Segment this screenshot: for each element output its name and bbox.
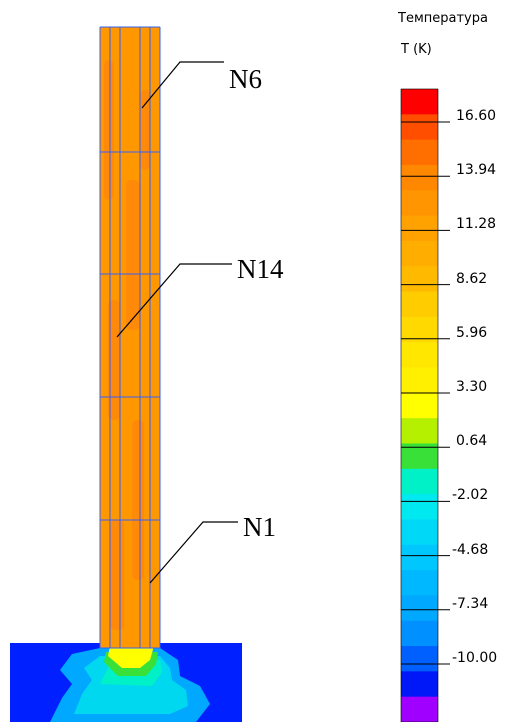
node-label-n1: N1 [243,512,276,542]
legend-unit: T (K) [401,42,432,57]
column-hotspot [110,520,124,630]
legend-tick-label: 13.94 [456,162,497,179]
legend-color-band [401,595,438,622]
legend-color-band [401,114,438,141]
column-hotspot [132,420,144,580]
legend-color-band [401,646,438,672]
legend-color-band [401,139,438,166]
column-hotspot [104,60,114,200]
legend-color-band [401,291,438,318]
legend-color-band [401,443,438,470]
legend-tick-label: -7.34 [452,595,489,612]
node-leader-line [141,61,224,109]
legend-color-band [401,266,438,293]
legend-color-band [401,494,438,521]
legend-color-band [401,620,438,647]
legend-tick-label: 0.64 [456,433,488,450]
legend-tick-label: 16.60 [456,108,497,124]
legend-color-band [401,519,438,546]
legend-color-band [401,240,438,267]
legend-color-band [401,190,438,217]
legend-color-band [401,367,438,394]
legend-color-band [401,696,438,723]
legend-color-band [401,544,438,571]
legend-tick-label: -2.02 [452,487,489,504]
node-label-n14: N14 [237,254,284,284]
legend-color-band [401,215,438,242]
legend-color-band [401,89,438,115]
column-hotspot [108,300,120,420]
legend-color-band [401,164,438,191]
legend-title: Температура [398,11,488,26]
legend-tick-label: 5.96 [456,324,488,341]
legend-tick-label: 3.30 [456,379,488,395]
legend-color-band [401,570,438,596]
legend-tick-label: 8.62 [456,270,488,287]
legend-color-band [401,392,438,419]
node-leader-line [116,263,232,338]
legend-color-band [401,468,438,495]
node-label-n6: N6 [229,64,262,94]
legend-color-band [401,342,438,369]
legend-color-band [401,671,438,698]
foundation-zone-hot [108,646,154,668]
legend-color-band [401,418,438,445]
legend-tick-label: -10.00 [452,650,498,666]
column-hotspot [140,90,150,170]
node-leader-line [149,521,238,584]
legend-tick-label: -4.68 [452,541,489,558]
legend-tick-label: 11.28 [456,216,497,233]
column-hotspot [126,180,140,330]
